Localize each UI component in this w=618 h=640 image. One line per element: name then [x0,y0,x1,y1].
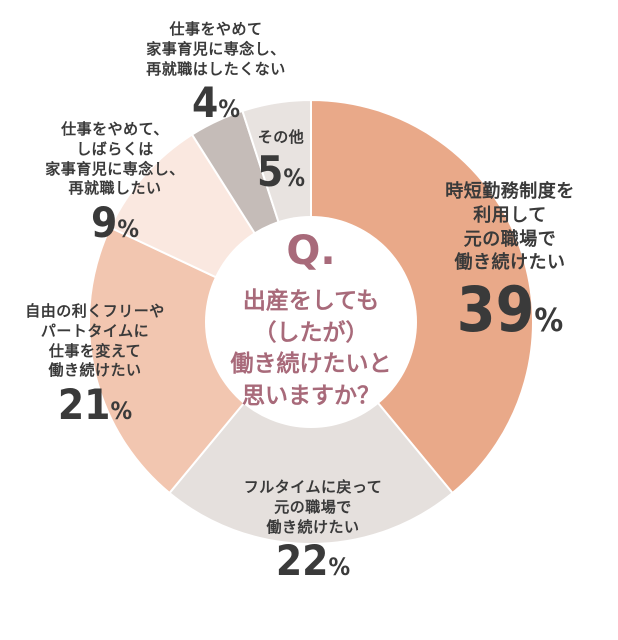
slice-label-5: その他 5% [248,128,314,194]
question-mark: Q. [286,228,336,274]
slice-label-5-text: その他 [257,128,305,146]
slice-label-2-text: 自由の利くフリーや パートタイムに 仕事を変えて 働き続けたい [25,302,165,380]
slice-label-3-value: 9% [91,198,139,248]
slice-label-4-text: 仕事をやめて 家事育児に専念し、 再就職はしたくない [146,20,286,78]
slice-label-1: フルタイムに戻って 元の職場で 働き続けたい 22% [228,478,398,583]
slice-label-0: 時短勤務制度を 利用して 元の職場で 働き続けたい 39% [425,180,595,342]
donut-hole [205,216,417,428]
slice-label-2: 自由の利くフリーや パートタイムに 仕事を変えて 働き続けたい 21% [15,302,175,427]
slice-label-1-value: 22% [275,536,351,586]
slice-label-4: 仕事をやめて 家事育児に専念し、 再就職はしたくない 4% [136,20,296,125]
slice-label-0-value: 39% [456,273,564,346]
slice-label-0-text: 時短勤務制度を 利用して 元の職場で 働き続けたい [445,181,575,274]
slice-label-1-text: フルタイムに戻って 元の職場で 働き続けたい [243,478,383,536]
question-text: 出産をしても （したが） 働き続けたいと 思いますか？ [230,288,392,410]
slice-label-3-text: 仕事をやめて、 しばらくは 家事育児に専念し、 再就職したい [45,120,185,198]
slice-label-5-value: 5% [257,146,305,196]
slice-label-4-value: 4% [192,78,240,128]
slice-label-3: 仕事をやめて、 しばらくは 家事育児に専念し、 再就職したい 9% [30,120,200,245]
pie-slice-2 [88,226,313,495]
slice-label-2-value: 21% [57,380,133,430]
pie-slice-1 [168,320,454,545]
pie-slice-0 [310,98,534,495]
